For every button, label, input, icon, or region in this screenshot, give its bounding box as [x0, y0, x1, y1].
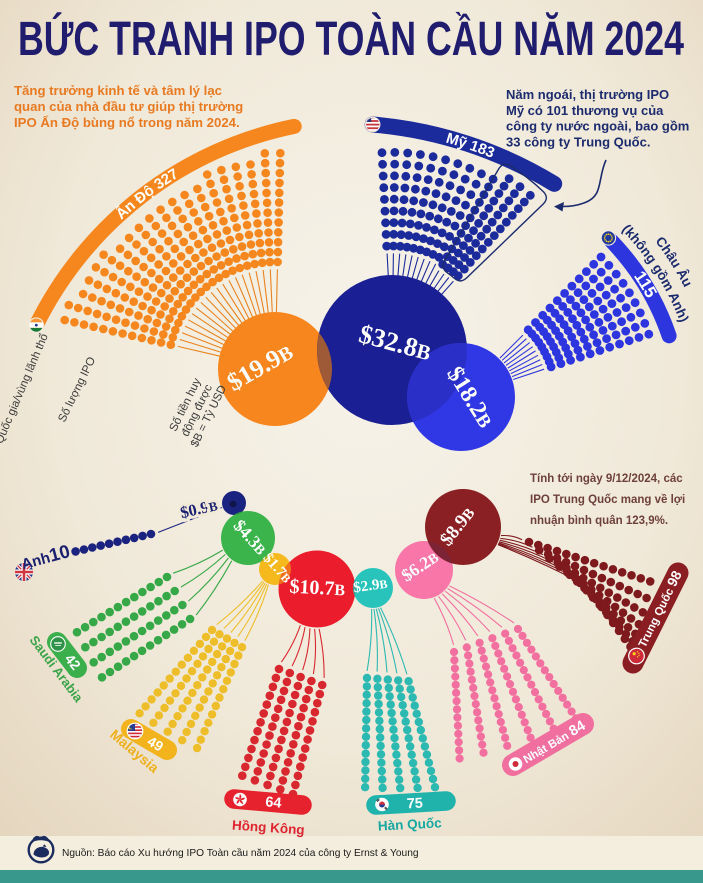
- svg-text:64: 64: [265, 794, 282, 811]
- svg-text:BỨC TRANH IPO TOÀN CẦU NĂM 202: BỨC TRANH IPO TOÀN CẦU NĂM 2024: [18, 11, 684, 66]
- svg-text:Nguồn: Báo cáo Xu hướng IPO To: Nguồn: Báo cáo Xu hướng IPO Toàn cầu năm…: [62, 847, 419, 859]
- svg-text:Hàn Quốc: Hàn Quốc: [378, 815, 443, 833]
- svg-text:49: 49: [145, 733, 167, 755]
- svg-text:Hồng Kông: Hồng Kông: [232, 817, 306, 837]
- svg-text:75: 75: [406, 796, 423, 813]
- svg-text:Tăng trưởng kinh tế và tâm lý: Tăng trưởng kinh tế và tâm lý lạc quan củ…: [14, 83, 243, 130]
- svg-text:$2.9B: $2.9B: [352, 576, 388, 597]
